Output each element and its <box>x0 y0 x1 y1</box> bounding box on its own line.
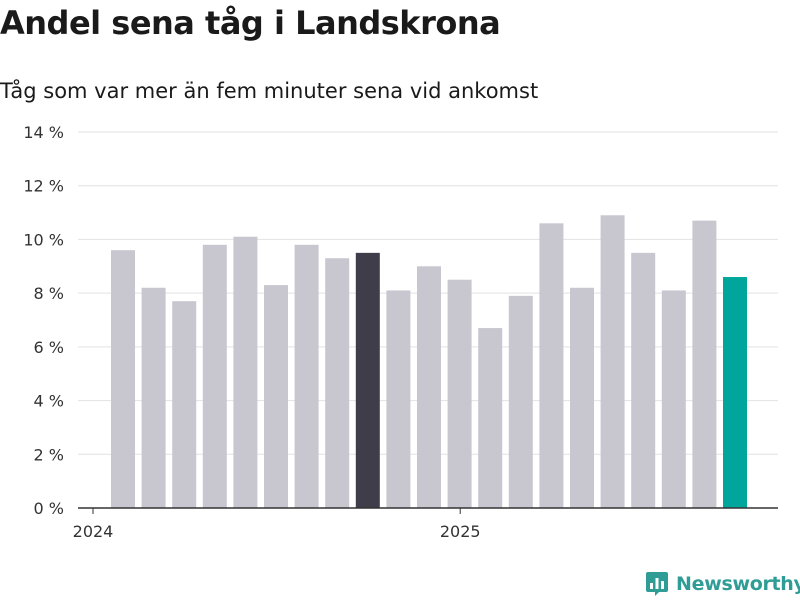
bar <box>417 266 441 508</box>
bar <box>111 250 135 508</box>
bar <box>661 290 686 508</box>
y-tick-label: 12 % <box>23 177 64 196</box>
bar <box>692 220 717 508</box>
y-tick-label: 14 % <box>23 123 64 142</box>
bar <box>508 295 533 508</box>
y-tick-label: 6 % <box>34 338 64 357</box>
bar <box>355 252 380 508</box>
y-tick-label: 8 % <box>34 284 64 303</box>
chart-subtitle: Tåg som var mer än fem minuter sena vid … <box>0 79 539 103</box>
bar <box>386 290 411 508</box>
brand-name: Newsworthy <box>676 573 800 595</box>
y-tick-label: 4 % <box>34 392 64 411</box>
bar <box>233 236 258 508</box>
x-tick-label: 2024 <box>73 522 114 541</box>
newsworthy-logo[interactable]: Newsworthy <box>645 570 800 598</box>
bar-chart-icon <box>646 572 668 596</box>
x-tick-label: 2025 <box>440 522 481 541</box>
bar <box>294 244 319 509</box>
bar <box>631 252 656 508</box>
bar <box>600 215 625 508</box>
bar <box>478 328 503 508</box>
bar <box>141 287 166 508</box>
chart-title: Andel sena tåg i Landskrona <box>0 4 501 42</box>
bar <box>325 258 350 508</box>
bar <box>570 287 594 508</box>
bar <box>539 223 564 509</box>
bar <box>172 301 197 508</box>
y-tick-label: 10 % <box>23 230 64 249</box>
bar <box>202 244 227 509</box>
y-tick-label: 0 % <box>34 499 64 518</box>
bar <box>264 285 288 508</box>
y-tick-label: 2 % <box>34 445 64 464</box>
bar <box>723 277 747 508</box>
bar <box>447 279 472 508</box>
